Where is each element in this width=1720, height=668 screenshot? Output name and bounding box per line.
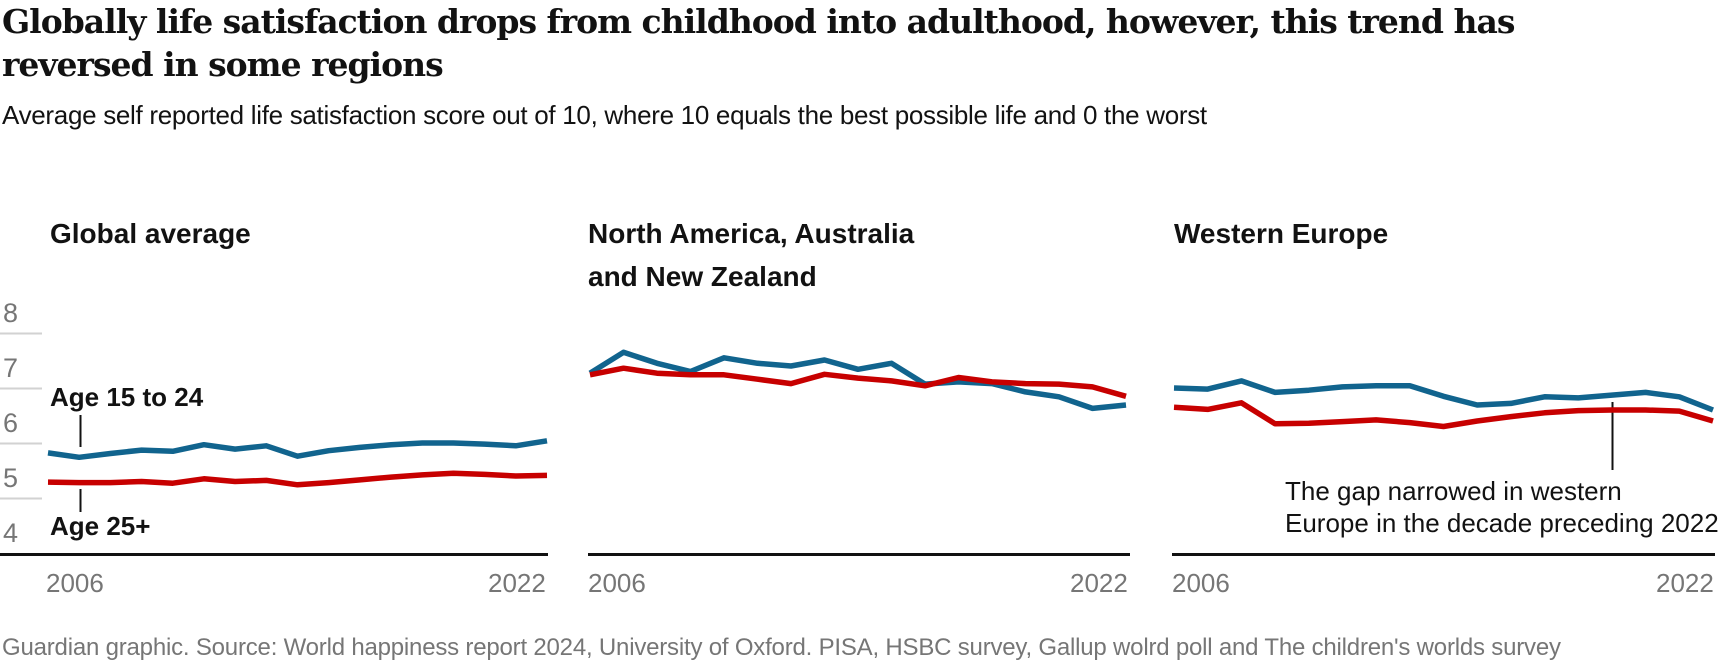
- x-label-2006-panel1: 2006: [46, 568, 104, 598]
- page-subtitle: Average self reported life satisfaction …: [2, 100, 1207, 130]
- x-label-2006-panel2: 2006: [588, 568, 646, 598]
- x-label-2022-panel3: 2022: [1656, 568, 1714, 598]
- line-panel3-age-15-24: [1173, 378, 1715, 413]
- y-axis-label-5: 5: [3, 463, 19, 493]
- line-panel1-age-25plus: [47, 470, 548, 488]
- page-title-line1: Globally life satisfaction drops from ch…: [2, 2, 1515, 41]
- y-axis-label-8: 8: [3, 298, 19, 328]
- panel-title-global-average: Global average: [50, 218, 251, 249]
- line-panel3-age-25plus: [1173, 400, 1714, 430]
- y-axis-label-6: 6: [3, 408, 19, 438]
- panel-title-north-america-anz: North America, Australia and New Zealand: [588, 212, 914, 298]
- line-panel2-age-25plus: [589, 365, 1127, 399]
- y-axis-label-7: 7: [3, 353, 19, 383]
- source-credit: Guardian graphic. Source: World happines…: [2, 634, 1561, 661]
- annotation-line1: The gap narrowed in western: [1285, 476, 1622, 506]
- line-panel1-age-15-24: [47, 438, 548, 461]
- line-panel2-age-15-24: [588, 349, 1127, 412]
- panel-title-north-america-anz-line2: and New Zealand: [588, 261, 817, 292]
- series-label-age-25plus: Age 25+: [50, 511, 151, 541]
- series-label-age-15-24: Age 15 to 24: [50, 382, 204, 412]
- y-axis-label-4: 4: [3, 518, 19, 548]
- x-label-2022-panel1: 2022: [488, 568, 546, 598]
- x-label-2022-panel2: 2022: [1070, 568, 1128, 598]
- annotation-line2: Europe in the decade preceding 2022: [1285, 508, 1719, 538]
- panel-title-north-america-anz-line1: North America, Australia: [588, 218, 915, 249]
- page-title: Globally life satisfaction drops from ch…: [2, 0, 1562, 86]
- x-label-2006-panel3: 2006: [1172, 568, 1230, 598]
- panel-title-western-europe: Western Europe: [1174, 218, 1389, 249]
- page-title-line2: reversed in some regions: [2, 45, 444, 84]
- annotation-gap-narrowed: The gap narrowed in western Europe in th…: [1285, 475, 1720, 539]
